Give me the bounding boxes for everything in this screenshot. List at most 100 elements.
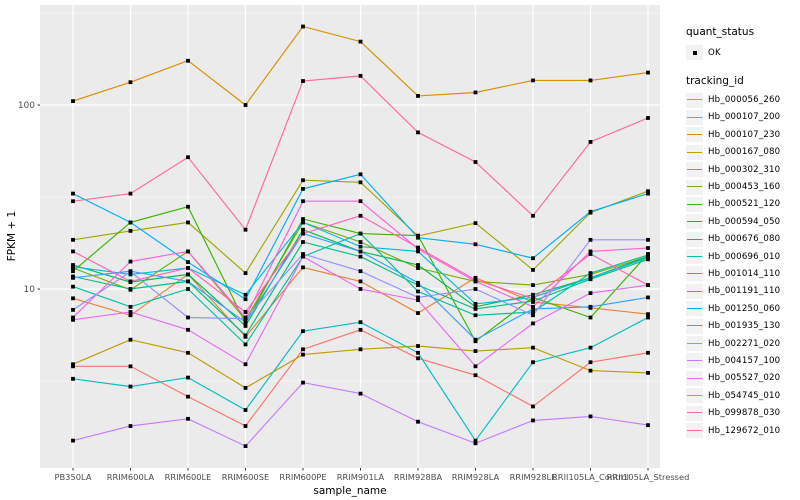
data-point [301,265,305,270]
legend-label: Hb_000453_160 [708,182,781,193]
data-point [531,283,535,288]
data-point [646,189,650,194]
data-point [186,204,190,209]
data-point [416,263,420,267]
data-point [416,94,420,98]
point-marker-icon [692,50,697,55]
data-point [588,291,593,295]
data-point [243,444,248,449]
legend-key-swatch [686,214,703,230]
x-tick-label: RRIM600LA [107,472,155,482]
data-point [301,186,305,191]
data-point [358,269,363,274]
data-point [358,240,363,244]
x-tick-label: RRIM600LE [165,472,212,482]
data-point [588,368,593,373]
x-tick-label: RRIM928LA [452,472,500,482]
legend-item-Hb_001935_130: Hb_001935_130 [686,317,800,334]
legend-item-Hb_129672_010: Hb_129672_010 [686,422,800,439]
legend-key-swatch [686,266,703,282]
legend-label-ok: OK [708,47,721,58]
legend-line-icon [687,255,702,257]
data-point [71,438,75,443]
data-point [186,394,190,399]
data-point [588,304,593,309]
data-point [473,349,478,353]
data-point [473,441,478,446]
legend-label: Hb_001935_130 [708,321,781,332]
legend-item-Hb_000302_310: Hb_000302_310 [686,161,800,178]
legend-item-Hb_000676_080: Hb_000676_080 [686,231,800,248]
data-point [531,292,535,297]
data-point [243,342,248,347]
data-point [588,360,593,365]
data-point [128,304,133,309]
data-point [243,408,248,412]
data-point [416,235,420,240]
data-point [128,337,133,342]
data-point [128,364,133,369]
legend-line-icon [687,221,702,223]
data-point [186,220,190,225]
data-point [71,376,75,381]
legend-line-icon [687,134,702,136]
data-point [128,80,133,85]
legend-label: Hb_004157_100 [708,355,781,366]
legend-item-Hb_099878_030: Hb_099878_030 [686,404,800,421]
data-point [473,438,478,443]
data-point [301,227,305,232]
data-point [531,299,535,303]
data-point [358,213,363,218]
legend-line-icon [687,238,702,240]
legend-key-swatch [686,388,703,404]
data-point [646,191,650,196]
legend-item-Hb_000107_200: Hb_000107_200 [686,109,800,126]
legend-key-swatch [686,179,703,195]
data-point [128,313,133,318]
data-point [243,227,248,232]
data-point [186,260,190,265]
legend-item-Hb_001250_060: Hb_001250_060 [686,300,800,317]
data-point [416,419,420,424]
series-points [71,24,650,449]
data-point [71,364,75,369]
data-point [646,423,650,428]
legend-line-icon [687,412,702,414]
legend-line-icon [687,360,702,362]
x-tick-label: RRIM600SE [222,472,269,482]
data-point [243,292,248,297]
data-point [243,324,248,328]
legend-key-swatch [686,231,703,247]
data-point [646,70,650,75]
data-point [128,384,133,389]
data-point [243,386,248,390]
legend-line-icon [687,377,702,379]
data-point [358,199,363,204]
data-point [473,306,478,311]
legend-key-swatch [686,318,703,334]
legend-line-icon [687,325,702,327]
data-point [473,301,478,306]
legend-line-icon [687,290,702,292]
data-point [473,90,478,95]
data-point [243,320,248,325]
legend-key-swatch [686,423,703,438]
data-point [588,252,593,256]
data-point [646,283,650,288]
legend-label: Hb_001014_110 [708,268,781,279]
x-tick-label: RRII105LA_Control [552,472,629,482]
data-point [416,233,420,238]
legend-item-Hb_002271_020: Hb_002271_020 [686,335,800,352]
data-point [128,191,133,196]
data-point [71,99,75,104]
legend-item-ok: OK [686,44,800,61]
data-point [128,269,133,274]
ok-point-key [686,45,703,61]
data-point [301,380,305,385]
data-point [186,416,190,421]
legend-key-swatch [686,301,703,317]
legend-key-swatch [686,162,703,178]
legend-label: Hb_001191_110 [708,286,781,297]
data-point [531,310,535,314]
data-point [71,362,75,367]
